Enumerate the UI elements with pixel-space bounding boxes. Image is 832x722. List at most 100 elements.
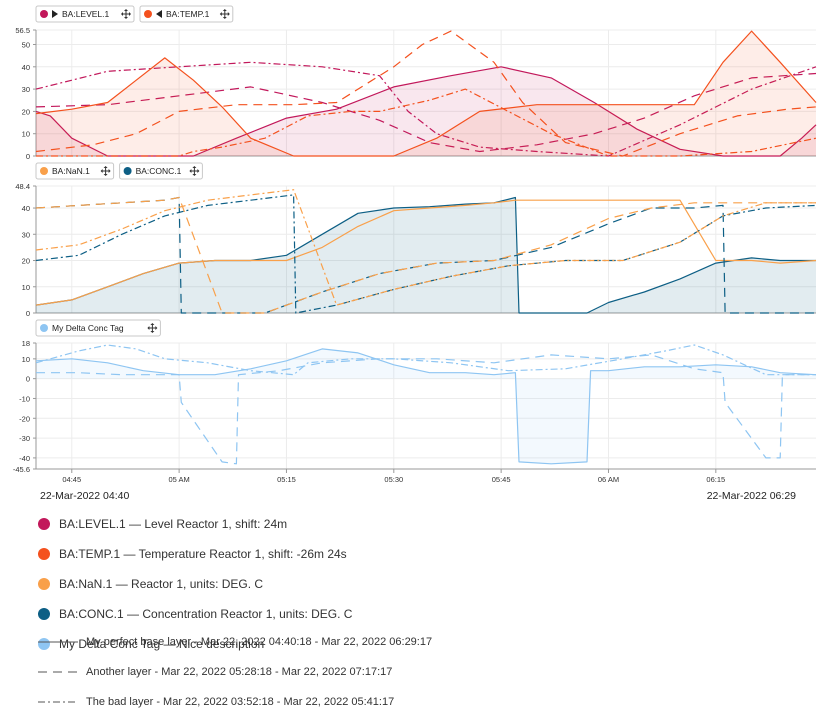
legend-tag-box — [35, 162, 115, 180]
x-tick-label: 05:30 — [384, 475, 403, 484]
y-tick-label: 0 — [26, 152, 30, 161]
y-tick-label: 20 — [22, 107, 30, 116]
legend-tag-label: My Delta Conc Tag — [52, 323, 124, 333]
series-line-ba-temp-1-dashdot — [36, 88, 817, 157]
legend-item-text: BA:CONC.1 — Concentration Reactor 1, uni… — [59, 607, 353, 621]
y-tick-label: -40 — [19, 454, 30, 463]
time-range-end: 22-Mar-2022 06:29 — [707, 490, 796, 502]
series-line-my-delta-conc-tag-dashed — [36, 354, 816, 465]
legend-item-text: BA:LEVEL.1 — Level Reactor 1, shift: 24m — [59, 517, 288, 531]
legend-item-text: BA:NaN.1 — Reactor 1, units: DEG. C — [59, 577, 264, 591]
play-right-icon — [52, 10, 58, 18]
legend-item-text: BA:TEMP.1 — Temperature Reactor 1, shift… — [59, 547, 347, 561]
series-line-ba-level-1-dashed — [35, 72, 817, 153]
series-line-ba-nan-1-dashed — [35, 196, 816, 314]
move-icon[interactable] — [189, 166, 200, 176]
legend-item-temp[interactable]: BA:TEMP.1 — Temperature Reactor 1, shift… — [38, 542, 352, 566]
y-tick-label: 30 — [22, 85, 30, 94]
dashed-line-swatch — [38, 671, 78, 673]
y-tick-label: 0 — [26, 375, 30, 384]
series-line-ba-nan-1-dashdot — [35, 189, 816, 306]
legend-tag-ba-nan-1[interactable]: BA:NaN.1 — [35, 162, 115, 180]
legend-tag-label: BA:CONC.1 — [136, 166, 182, 176]
legend-tag-box — [35, 5, 135, 23]
layer-text: The bad layer - Mar 22, 2022 03:52:18 - … — [86, 696, 395, 708]
series-line-ba-conc-1-dashed — [35, 196, 816, 314]
layer-text: Another layer - Mar 22, 2022 05:28:18 - … — [86, 666, 393, 678]
legend-tag-label: BA:NaN.1 — [52, 166, 90, 176]
series-line-ba-nan-1-solid — [35, 199, 817, 306]
move-icon[interactable] — [147, 323, 158, 333]
series-color-dot — [38, 578, 50, 590]
legend-item-nan[interactable]: BA:NaN.1 — Reactor 1, units: DEG. C — [38, 572, 352, 596]
y-tick-label: 40 — [22, 204, 30, 213]
series-color-dot — [40, 10, 48, 18]
layer-legend: My perfect base layer - Mar 22, 2022 04:… — [38, 632, 432, 722]
y-tick-label: 0 — [26, 309, 30, 318]
legend-tag-my-delta-conc-tag[interactable]: My Delta Conc Tag — [35, 319, 161, 337]
legend-tag-label: BA:LEVEL.1 — [62, 9, 110, 19]
series-line-my-delta-conc-tag-dashdot — [35, 344, 816, 376]
y-tick-label: 18 — [22, 339, 30, 348]
dashdot-line-swatch — [38, 701, 78, 703]
y-tick-label: 10 — [22, 283, 30, 292]
legend-tag-ba-temp-1[interactable]: BA:TEMP.1 — [139, 5, 234, 23]
series-area-ba-conc-1 — [36, 197, 816, 313]
solid-line-swatch — [38, 641, 78, 643]
x-tick-label: 04:45 — [62, 475, 81, 484]
move-icon[interactable] — [100, 166, 111, 176]
legend-item-text: My Delta Conc Tag — Nice description — [59, 637, 265, 651]
x-tick-label: 05:45 — [492, 475, 511, 484]
series-color-dot — [38, 638, 50, 650]
time-range-start: 22-Mar-2022 04:40 — [40, 490, 129, 502]
y-tick-label: 40 — [22, 63, 30, 72]
series-line-ba-level-1-dashdot — [35, 61, 817, 157]
layer-row-base[interactable]: My perfect base layer - Mar 22, 2022 04:… — [38, 632, 432, 652]
x-tick-label: 06 AM — [598, 475, 619, 484]
series-color-dot — [38, 608, 50, 620]
layer-text: My perfect base layer - Mar 22, 2022 04:… — [86, 636, 433, 648]
y-tick-label: 10 — [22, 355, 30, 364]
legend-tag-box — [139, 5, 234, 23]
layer-row-bad[interactable]: The bad layer - Mar 22, 2022 03:52:18 - … — [38, 692, 432, 712]
series-legend: BA:LEVEL.1 — Level Reactor 1, shift: 24m… — [38, 512, 352, 662]
y-tick-label: -30 — [19, 434, 30, 443]
legend-tag-ba-conc-1[interactable]: BA:CONC.1 — [119, 162, 203, 180]
series-color-dot — [144, 10, 152, 18]
y-tick-label: 10 — [22, 130, 30, 139]
series-color-dot — [123, 167, 132, 175]
legend-item-conc[interactable]: BA:CONC.1 — Concentration Reactor 1, uni… — [38, 602, 352, 626]
series-color-dot — [38, 548, 50, 560]
legend-item-level[interactable]: BA:LEVEL.1 — Level Reactor 1, shift: 24m — [38, 512, 352, 536]
legend-tag-ba-level-1[interactable]: BA:LEVEL.1 — [35, 5, 135, 23]
series-line-my-delta-conc-tag-solid — [35, 348, 817, 465]
y-tick-label: 48.4 — [15, 182, 30, 191]
move-icon[interactable] — [121, 9, 131, 19]
series-color-dot — [40, 324, 48, 332]
y-tick-label: 50 — [22, 40, 30, 49]
legend-item-delta[interactable]: My Delta Conc Tag — Nice description — [38, 632, 352, 656]
gridlines — [33, 29, 816, 157]
y-tick-label: 20 — [22, 257, 30, 266]
legend-tag-box — [35, 319, 161, 337]
y-tick-label: 56.5 — [15, 26, 30, 35]
series-area-ba-temp-1 — [36, 31, 816, 157]
gridlines — [33, 342, 816, 470]
series-color-dot — [38, 518, 50, 530]
series-line-ba-temp-1-solid — [35, 30, 817, 157]
y-tick-label: 30 — [22, 230, 30, 239]
series-color-dot — [40, 167, 48, 175]
y-tick-label: -10 — [19, 394, 30, 403]
series-area-ba-level-1 — [36, 66, 816, 156]
y-tick-label: -20 — [19, 414, 30, 423]
series-area-my-delta-conc-tag — [36, 348, 816, 464]
series-line-ba-temp-1-dashed — [35, 30, 817, 157]
play-left-icon — [156, 10, 162, 18]
legend-tag-box — [119, 162, 203, 180]
y-tick-label: -45.6 — [13, 465, 30, 474]
legend-tag-label: BA:TEMP.1 — [166, 9, 210, 19]
move-icon[interactable] — [219, 9, 230, 19]
x-tick-label: 06:15 — [706, 475, 725, 484]
layer-row-another[interactable]: Another layer - Mar 22, 2022 05:28:18 - … — [38, 662, 432, 682]
